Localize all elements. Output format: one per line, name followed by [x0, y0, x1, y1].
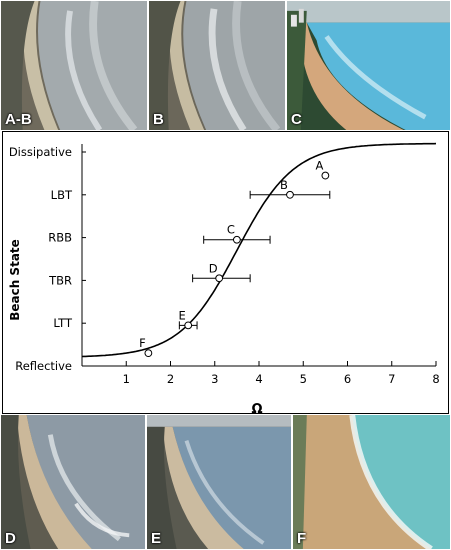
point-label: E	[179, 308, 186, 322]
data-point	[184, 321, 193, 330]
x-tick-label: 3	[211, 372, 218, 386]
beach-photo-image	[1, 415, 145, 549]
y-tick-label: LTT	[53, 316, 73, 330]
x-tick-label: 6	[344, 372, 351, 386]
beach-state-curve	[81, 142, 437, 358]
data-point	[144, 349, 153, 358]
beach-photo-image	[147, 415, 291, 549]
beach-state-chart: Reflective LTT TBR RBB LBT Dissipative 1 2 3 4 5 6…	[2, 131, 449, 414]
x-tick-label: 4	[255, 372, 262, 386]
chart-canvas: Reflective LTT TBR RBB LBT Dissipative 1 2 3 4 5 6…	[2, 131, 449, 414]
y-axis-label: Beach State	[8, 239, 22, 321]
beach-photo-f: F	[292, 414, 451, 550]
photo-label: B	[153, 111, 164, 128]
x-tick-label: 8	[432, 372, 439, 386]
data-point	[215, 274, 224, 283]
y-tick-label: RBB	[48, 231, 72, 245]
y-tick-label: Reflective	[15, 359, 72, 373]
beach-photo-e: E	[146, 414, 292, 550]
data-point	[232, 235, 241, 244]
beach-photo-b: B	[148, 0, 286, 131]
beach-photo-image	[287, 1, 450, 130]
beach-photo-image	[293, 415, 450, 549]
beach-photo-a-b: A-B	[0, 0, 148, 131]
y-tick-label: Dissipative	[9, 145, 72, 159]
point-label: B	[280, 178, 288, 192]
x-tick-label: 1	[123, 372, 130, 386]
data-point	[321, 171, 330, 180]
point-label: D	[209, 261, 218, 275]
x-axis-label: Ω	[251, 402, 262, 414]
photo-label: C	[291, 111, 302, 128]
x-tick-label: 2	[167, 372, 174, 386]
photo-label: F	[297, 530, 307, 547]
data-point	[286, 190, 294, 199]
y-tick-label: LBT	[51, 188, 73, 202]
beach-photo-image	[1, 1, 147, 130]
beach-photo-c: C	[286, 0, 451, 131]
beach-photo-image	[149, 1, 285, 130]
x-tick-label: 7	[388, 372, 395, 386]
point-label: A	[315, 159, 323, 173]
photo-label: E	[151, 530, 162, 547]
point-label: F	[139, 336, 146, 350]
x-tick-label: 5	[300, 372, 307, 386]
photo-label: A-B	[5, 111, 32, 128]
y-tick-label: TBR	[48, 273, 72, 287]
photo-label: D	[5, 530, 16, 547]
beach-photo-d: D	[0, 414, 146, 550]
point-label: C	[227, 223, 235, 237]
